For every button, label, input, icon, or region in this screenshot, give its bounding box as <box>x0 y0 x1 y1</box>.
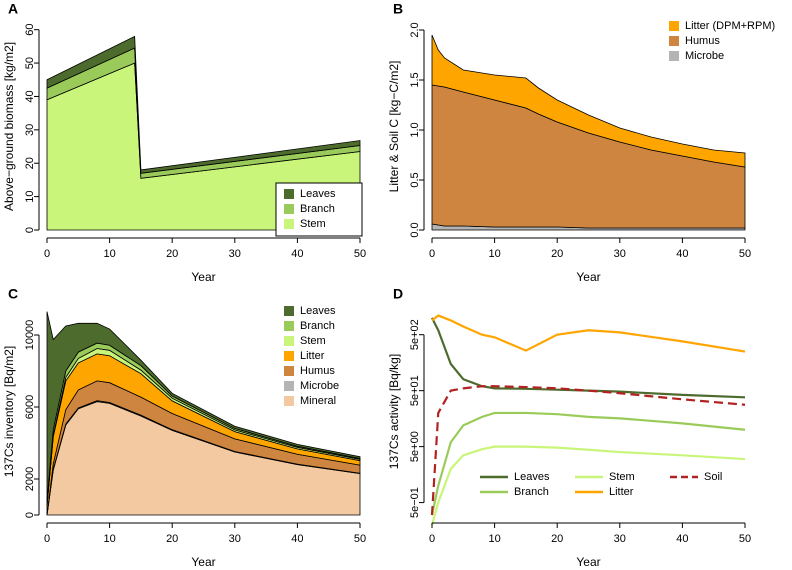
legend-label: Stem <box>609 471 635 483</box>
y-tick-label: 20 <box>24 157 36 169</box>
y-tick-label: 30 <box>24 124 36 136</box>
line <box>430 411 746 516</box>
y-tick-label: 2000 <box>24 467 36 491</box>
x-tick-label: 10 <box>488 533 500 545</box>
y-tick-label: 2.0 <box>409 22 421 37</box>
x-tick-label: 50 <box>354 248 366 260</box>
area <box>431 34 746 168</box>
legend-label: Leaves <box>300 188 336 200</box>
y-tick-label: 1.0 <box>409 122 421 137</box>
legend-label: Microbe <box>300 380 339 392</box>
legend-label: Branch <box>300 320 335 332</box>
legend-swatch <box>284 219 294 229</box>
x-tick-label: 20 <box>551 248 563 260</box>
panel-label: A <box>8 1 18 17</box>
y-tick-label: 5e+00 <box>409 431 421 462</box>
y-tick-label: 60 <box>24 24 36 36</box>
x-axis-label: Year <box>191 555 215 569</box>
legend-swatch <box>284 351 294 361</box>
y-axis-label: 137Cs inventory [Bq/m2] <box>2 346 16 477</box>
legend-label: Leaves <box>514 471 550 483</box>
legend-swatch <box>284 204 294 214</box>
x-tick-label: 0 <box>429 533 435 545</box>
x-tick-label: 20 <box>551 533 563 545</box>
x-tick-label: 30 <box>229 533 241 545</box>
y-tick-label: 1.5 <box>409 72 421 87</box>
y-tick-label: 5e+02 <box>409 319 421 350</box>
y-tick-label: 10 <box>24 190 36 202</box>
x-axis-label: Year <box>576 555 600 569</box>
y-tick-label: 50 <box>24 57 36 69</box>
y-tick-label: 0.0 <box>409 222 421 237</box>
y-tick-label: 0.5 <box>409 172 421 187</box>
x-tick-label: 50 <box>739 533 751 545</box>
x-tick-label: 0 <box>429 248 435 260</box>
legend-label: Leaves <box>300 305 336 317</box>
y-axis-label: Above−ground biomass [kg/m2] <box>2 42 16 211</box>
line <box>430 385 746 516</box>
legend-swatch <box>669 51 679 61</box>
x-tick-label: 50 <box>739 248 751 260</box>
x-tick-label: 40 <box>291 248 303 260</box>
line <box>431 314 746 353</box>
panel-label: C <box>8 286 18 302</box>
y-tick-label: 5e−01 <box>409 487 421 518</box>
legend-label: Litter <box>300 350 325 362</box>
legend-swatch <box>284 366 294 376</box>
legend-label: Mineral <box>300 395 336 407</box>
legend-label: Humus <box>685 35 720 47</box>
legend-label: Branch <box>514 486 549 498</box>
x-tick-label: 40 <box>291 533 303 545</box>
legend-label: Branch <box>300 203 335 215</box>
x-tick-label: 30 <box>614 533 626 545</box>
y-tick-label: 6000 <box>24 395 36 419</box>
x-tick-label: 10 <box>488 248 500 260</box>
line <box>430 445 746 526</box>
x-axis-label: Year <box>576 270 600 284</box>
line <box>431 317 746 399</box>
x-tick-label: 10 <box>103 533 115 545</box>
x-tick-label: 40 <box>676 533 688 545</box>
y-tick-label: 10000 <box>24 320 36 351</box>
y-axis-label: 137Cs activity [Bq/kg] <box>387 354 401 469</box>
legend-swatch <box>669 21 679 31</box>
legend-swatch <box>284 306 294 316</box>
x-axis-label: Year <box>191 270 215 284</box>
x-tick-label: 50 <box>354 533 366 545</box>
y-axis-label: Litter & Soil C [kg−C/m2] <box>387 61 401 193</box>
x-tick-label: 0 <box>44 248 50 260</box>
y-tick-label: 0 <box>24 227 36 233</box>
legend-label: Humus <box>300 365 335 377</box>
x-tick-label: 40 <box>676 248 688 260</box>
y-tick-label: 40 <box>24 90 36 102</box>
legend-swatch <box>284 321 294 331</box>
legend-label: Litter <box>609 486 634 498</box>
legend-swatch <box>284 396 294 406</box>
legend-label: Microbe <box>685 50 724 62</box>
x-tick-label: 30 <box>614 248 626 260</box>
legend-swatch <box>669 36 679 46</box>
area <box>46 311 361 501</box>
legend-swatch <box>284 381 294 391</box>
legend-swatch <box>284 336 294 346</box>
legend-label: Litter (DPM+RPM) <box>685 20 775 32</box>
legend-swatch <box>284 189 294 199</box>
x-tick-label: 20 <box>166 248 178 260</box>
legend-label: Stem <box>300 335 326 347</box>
y-tick-label: 5e+01 <box>409 375 421 406</box>
x-tick-label: 10 <box>103 248 115 260</box>
area <box>46 35 361 174</box>
x-tick-label: 30 <box>229 248 241 260</box>
legend-label: Stem <box>300 218 326 230</box>
panel-label: B <box>393 1 403 17</box>
legend-label: Soil <box>704 471 722 483</box>
y-tick-label: 0 <box>24 512 36 518</box>
x-tick-label: 0 <box>44 533 50 545</box>
panel-label: D <box>393 286 403 302</box>
x-tick-label: 20 <box>166 533 178 545</box>
